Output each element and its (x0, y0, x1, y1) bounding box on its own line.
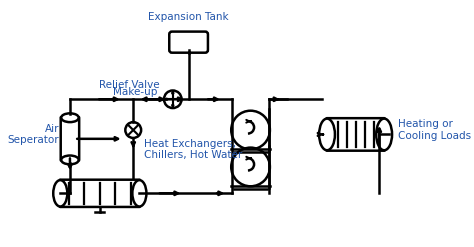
Ellipse shape (61, 113, 79, 122)
FancyBboxPatch shape (169, 32, 208, 53)
Ellipse shape (53, 180, 67, 206)
Circle shape (172, 104, 174, 107)
Text: Make-up: Make-up (113, 87, 158, 97)
Ellipse shape (132, 180, 146, 206)
Circle shape (178, 98, 180, 101)
FancyBboxPatch shape (61, 117, 79, 160)
Ellipse shape (61, 156, 79, 164)
Text: Air
Seperator: Air Seperator (8, 124, 59, 145)
Circle shape (164, 90, 182, 108)
Text: Relief Valve: Relief Valve (99, 81, 160, 90)
Circle shape (231, 148, 270, 186)
Text: Heat Exchangers,
Chillers, Hot Water: Heat Exchangers, Chillers, Hot Water (144, 139, 242, 160)
Circle shape (125, 122, 141, 138)
FancyBboxPatch shape (60, 180, 140, 207)
Ellipse shape (376, 119, 392, 150)
Circle shape (165, 98, 168, 101)
Circle shape (172, 92, 174, 94)
Ellipse shape (319, 119, 335, 150)
Text: Expansion Tank: Expansion Tank (148, 12, 229, 22)
FancyBboxPatch shape (327, 118, 384, 151)
Text: Heating or
Cooling Loads: Heating or Cooling Loads (398, 119, 471, 141)
Circle shape (231, 111, 270, 149)
